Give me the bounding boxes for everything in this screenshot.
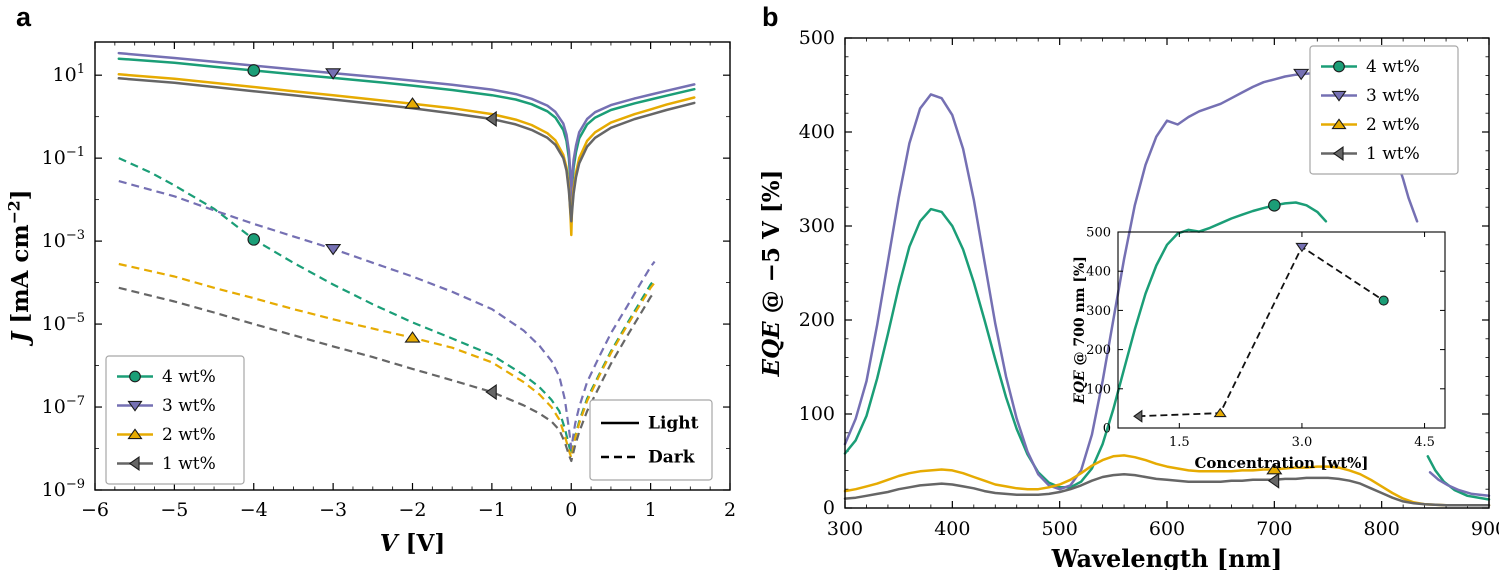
svg-text:1.5: 1.5: [1169, 435, 1190, 450]
svg-text:200: 200: [799, 309, 835, 331]
svg-text:4 wt%: 4 wt%: [1366, 57, 1420, 77]
svg-text:−1: −1: [478, 499, 506, 521]
svg-text:500: 500: [1086, 226, 1111, 241]
svg-text:Concentration [wt%]: Concentration [wt%]: [1194, 454, 1368, 472]
svg-text:2 wt%: 2 wt%: [162, 425, 216, 445]
svg-text:400: 400: [1086, 265, 1111, 280]
svg-text:10−1: 10−1: [42, 145, 85, 169]
svg-text:200: 200: [1086, 343, 1111, 358]
svg-text:V [V]: V [V]: [380, 530, 445, 557]
svg-text:3 wt%: 3 wt%: [162, 396, 216, 416]
svg-text:10−3: 10−3: [42, 228, 85, 252]
eqe-spectra-chart: 300 400 500 600 700 800 900 0 100 200 300 400 500 Wav…: [758, 27, 1499, 570]
panel-b-label: b: [762, 2, 779, 32]
svg-text:−3: −3: [319, 499, 347, 521]
svg-text:2: 2: [724, 499, 736, 521]
svg-text:3 wt%: 3 wt%: [1366, 86, 1420, 106]
svg-text:0: 0: [565, 499, 577, 521]
svg-text:0: 0: [1103, 422, 1111, 437]
svg-text:10−5: 10−5: [42, 311, 85, 335]
svg-text:2 wt%: 2 wt%: [1366, 115, 1420, 135]
jv-curves-chart: −6 −5 −4 −3 −2 −1 0 1 2 10−9 10−7 10−5 10−3 10−1 101 V …: [4, 41, 736, 557]
svg-text:1: 1: [645, 499, 657, 521]
panel-a-label: a: [16, 2, 32, 32]
svg-text:1 wt%: 1 wt%: [1366, 144, 1420, 164]
svg-text:−6: −6: [81, 499, 109, 521]
svg-text:100: 100: [799, 403, 835, 425]
svg-text:3.0: 3.0: [1292, 435, 1313, 450]
svg-text:EQE @ 700 nm [%]: EQE @ 700 nm [%]: [1072, 256, 1088, 405]
svg-text:101: 101: [53, 62, 85, 86]
svg-text:−5: −5: [160, 499, 188, 521]
svg-text:EQE @ −5 V [%]: EQE @ −5 V [%]: [758, 170, 785, 378]
svg-text:Dark: Dark: [648, 448, 696, 468]
svg-text:600: 600: [1149, 518, 1185, 540]
svg-text:800: 800: [1364, 518, 1400, 540]
svg-text:300: 300: [827, 518, 863, 540]
svg-text:J [mA cm−2]: J [mA cm−2]: [4, 189, 34, 346]
svg-text:500: 500: [799, 27, 835, 49]
svg-text:300: 300: [1086, 304, 1111, 319]
svg-text:300: 300: [799, 215, 835, 237]
svg-text:100: 100: [1086, 382, 1111, 397]
svg-text:0: 0: [823, 497, 835, 519]
svg-text:1 wt%: 1 wt%: [162, 454, 216, 474]
svg-text:Light: Light: [648, 414, 699, 434]
svg-text:Wavelength [nm]: Wavelength [nm]: [1051, 544, 1283, 570]
svg-text:−2: −2: [398, 499, 426, 521]
svg-text:4.5: 4.5: [1414, 435, 1435, 450]
svg-text:700: 700: [1256, 518, 1292, 540]
svg-text:400: 400: [799, 121, 835, 143]
svg-text:400: 400: [934, 518, 970, 540]
svg-text:4 wt%: 4 wt%: [162, 367, 216, 387]
svg-text:10−7: 10−7: [42, 394, 85, 418]
svg-text:−4: −4: [240, 499, 268, 521]
svg-text:900: 900: [1471, 518, 1499, 540]
svg-text:10−9: 10−9: [42, 477, 85, 501]
svg-text:500: 500: [1042, 518, 1078, 540]
